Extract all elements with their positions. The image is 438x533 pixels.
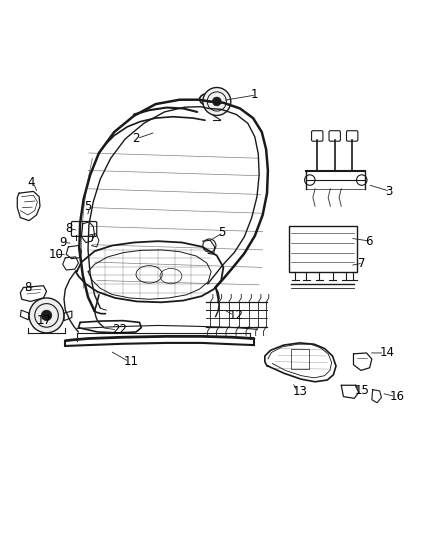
- Text: 9: 9: [59, 236, 66, 249]
- Text: 14: 14: [379, 346, 394, 359]
- Text: 7: 7: [358, 256, 365, 270]
- Bar: [289, 226, 357, 272]
- Text: 1: 1: [251, 88, 258, 101]
- Text: 15: 15: [354, 384, 369, 398]
- Text: 22: 22: [112, 324, 127, 336]
- Circle shape: [29, 298, 64, 333]
- Circle shape: [212, 97, 221, 106]
- Circle shape: [41, 310, 52, 321]
- Text: 12: 12: [229, 309, 244, 322]
- Text: 4: 4: [28, 176, 35, 189]
- Text: 16: 16: [390, 390, 405, 403]
- Circle shape: [203, 87, 231, 116]
- Text: 11: 11: [124, 355, 139, 368]
- Text: 3: 3: [385, 185, 392, 198]
- Text: 8: 8: [25, 281, 32, 294]
- Text: 6: 6: [365, 235, 373, 248]
- Text: 2: 2: [132, 132, 139, 145]
- Text: 5: 5: [85, 200, 92, 213]
- Text: 5: 5: [218, 226, 226, 239]
- Text: 8: 8: [65, 222, 73, 235]
- Text: 10: 10: [49, 248, 64, 261]
- Text: 13: 13: [292, 385, 307, 398]
- Text: 17: 17: [36, 314, 52, 327]
- Bar: [291, 350, 309, 369]
